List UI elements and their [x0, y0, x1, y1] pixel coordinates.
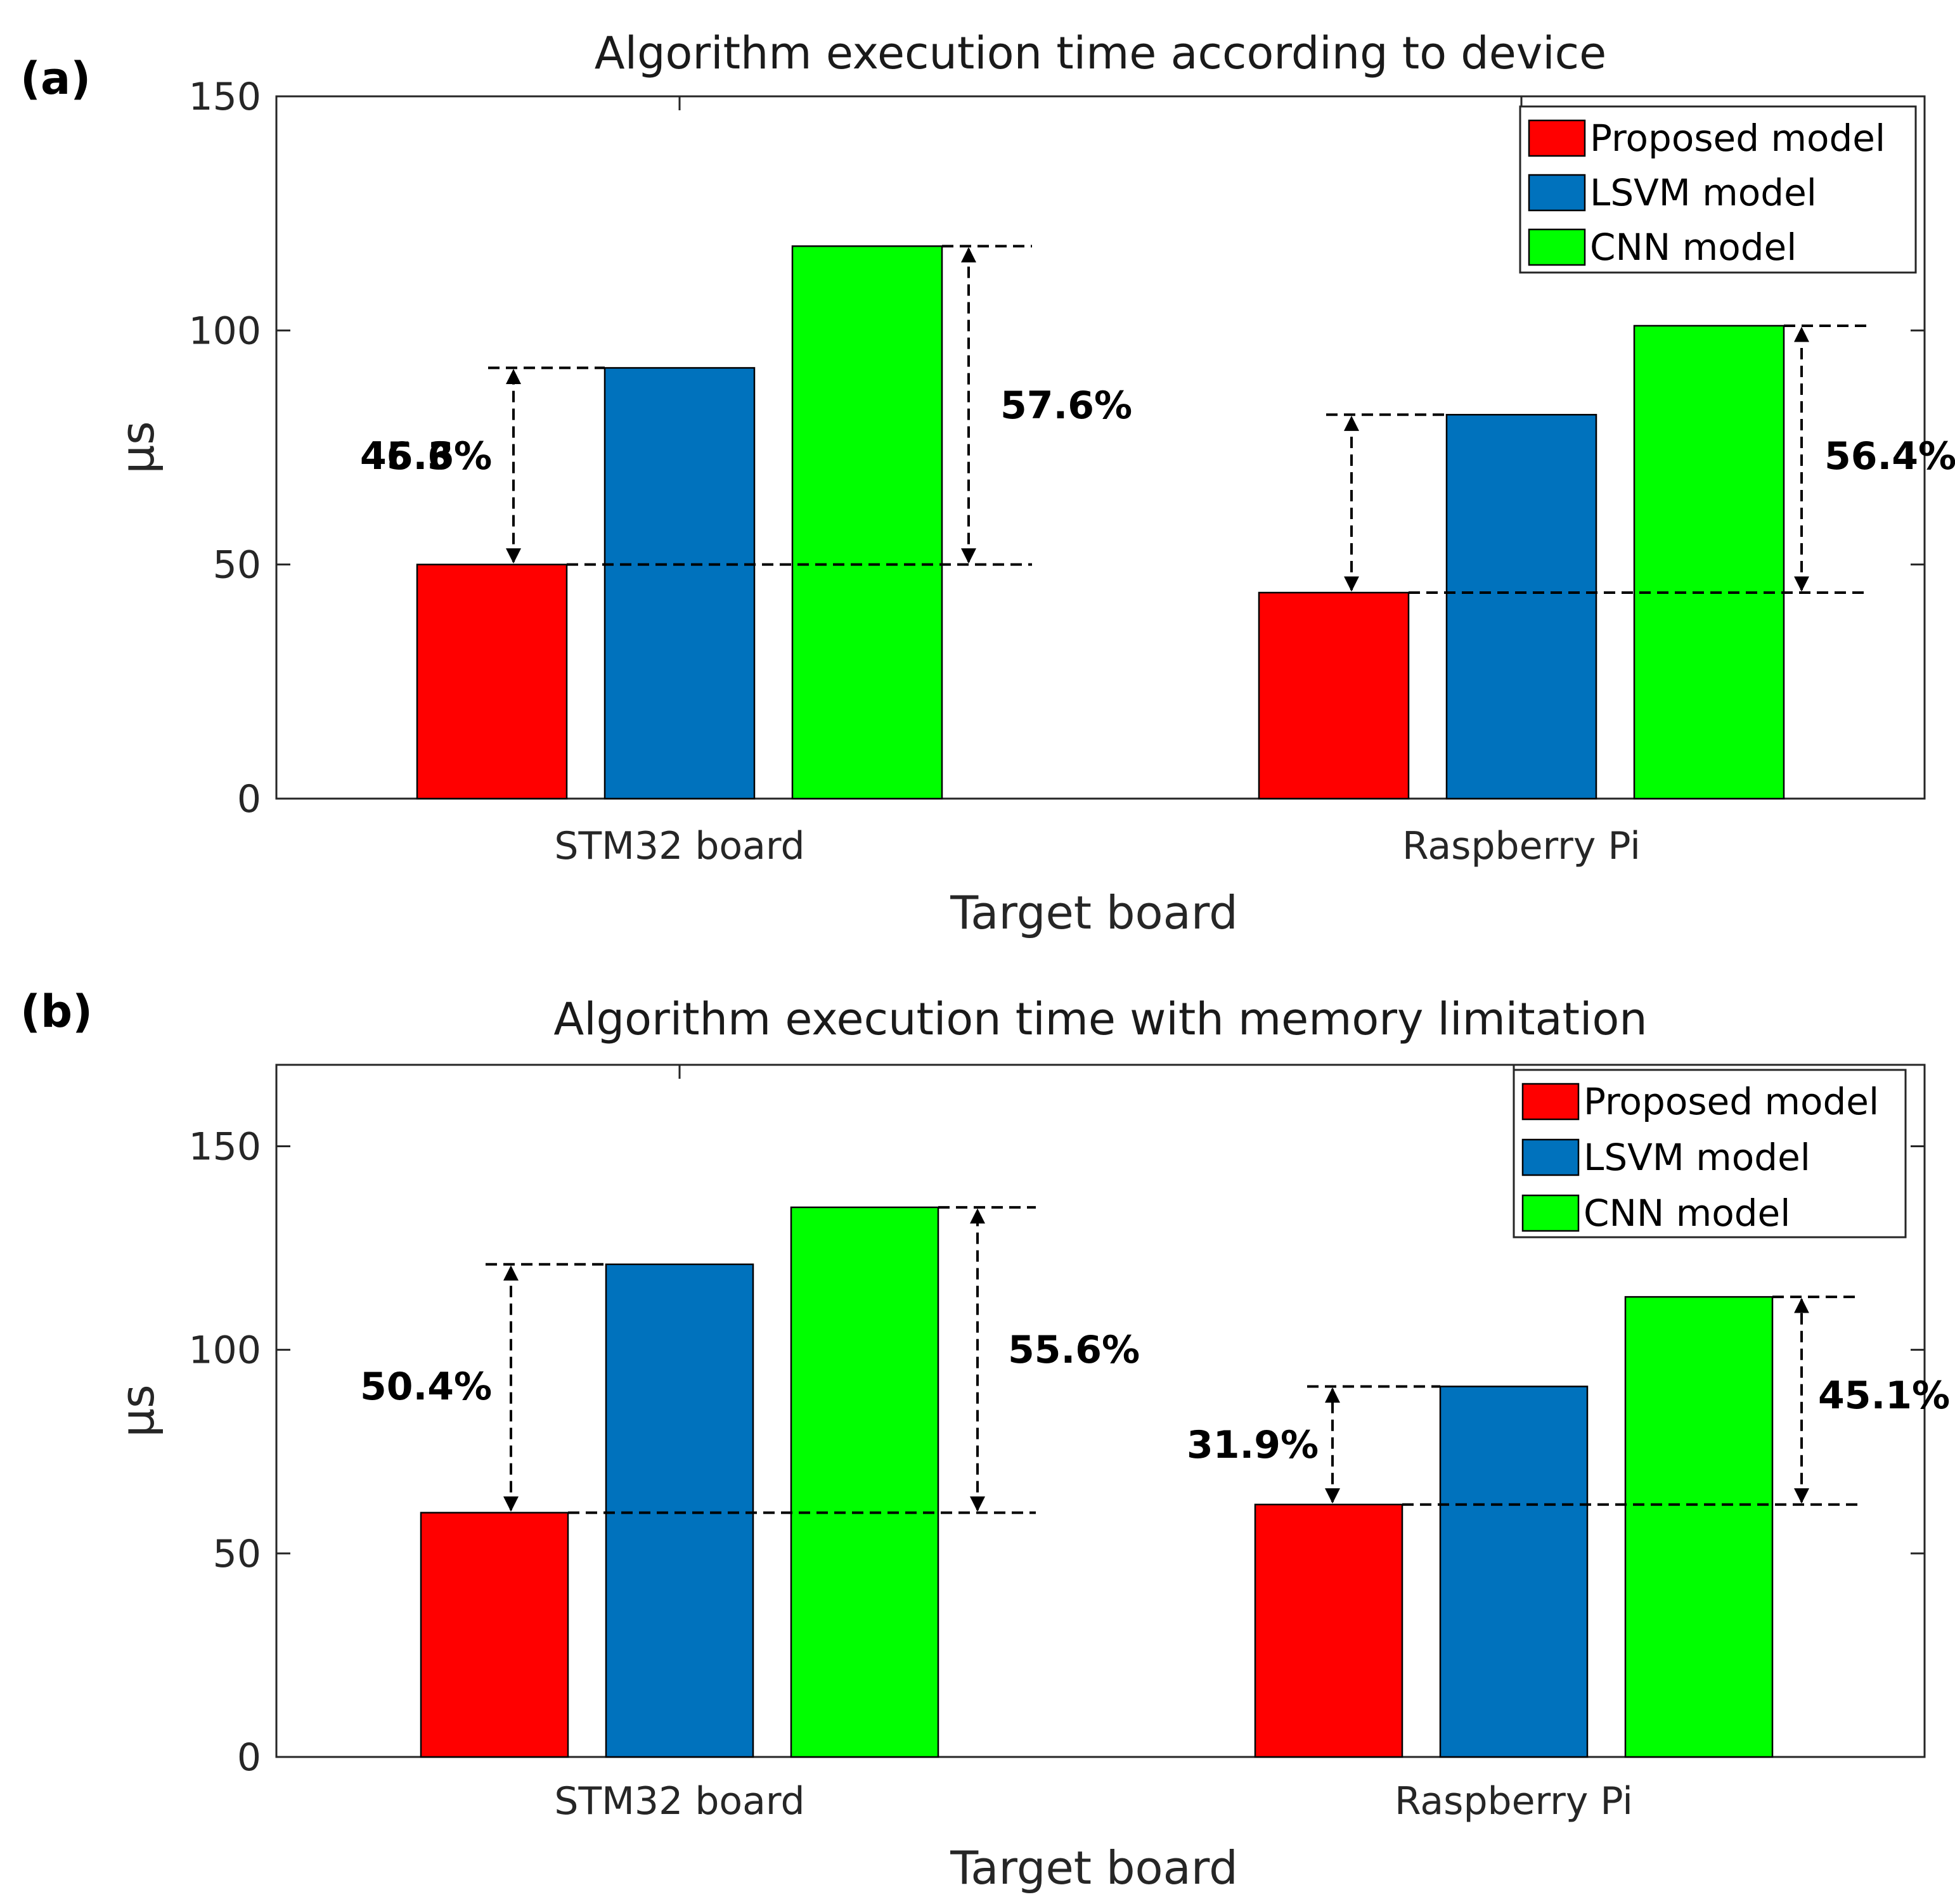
y-tick-label: 50	[213, 1532, 261, 1576]
legend-swatch	[1521, 1138, 1580, 1176]
x-tick-label: Raspberry Pi	[1395, 1779, 1633, 1824]
y-tick-label: 100	[188, 309, 261, 353]
legend-entry: LSVM model	[1584, 1136, 1810, 1179]
y-tick-label: 0	[237, 1735, 261, 1780]
x-tick-label: STM32 board	[554, 824, 804, 868]
legend-entry: CNN model	[1584, 1192, 1790, 1235]
legend-swatch	[1528, 174, 1586, 212]
chart-panel-b: (b) Algorithm execution time with memory …	[20, 986, 1950, 1894]
legend-entry: LSVM model	[1590, 171, 1817, 214]
plot-area-frame	[275, 1064, 1926, 1758]
bar-lsvm-model-raspberry-pi	[1445, 414, 1597, 800]
x-tick-label: STM32 board	[554, 1779, 804, 1824]
bar-lsvm-model-stm32-board	[605, 1263, 754, 1758]
chart-panel-a: (a) Algorithm execution time according to…	[20, 27, 1955, 939]
percent-annotation: 45.1%	[1818, 1373, 1950, 1418]
legend-swatch	[1521, 1083, 1580, 1121]
y-tick-label: 100	[188, 1328, 261, 1373]
bar-proposed-model-raspberry-pi	[1258, 591, 1410, 800]
legend: Proposed model LSVM model CNN model	[1519, 105, 1917, 274]
bar-cnn-model-stm32-board	[790, 1206, 939, 1758]
bar-proposed-model-stm32-board	[416, 563, 568, 800]
legend-entry: Proposed model	[1590, 117, 1885, 160]
percent-annotation: 46.3%	[360, 434, 492, 479]
x-axis-label: Target board	[950, 886, 1238, 939]
bar-cnn-model-raspberry-pi	[1624, 1296, 1774, 1758]
percent-annotation: 50.4%	[360, 1365, 492, 1409]
legend-entry: CNN model	[1590, 226, 1797, 269]
x-tick-label: Raspberry Pi	[1402, 824, 1641, 868]
legend-swatch	[1521, 1194, 1580, 1232]
y-tick-label: 50	[213, 543, 261, 588]
percent-annotation: 57.6%	[1000, 383, 1132, 428]
plot-area-frame	[275, 95, 1926, 800]
y-axis-label: μs	[111, 1384, 164, 1437]
bar-cnn-model-stm32-board	[791, 245, 943, 800]
y-tick-label: 0	[237, 777, 261, 821]
bar-lsvm-model-raspberry-pi	[1439, 1386, 1589, 1758]
legend-swatch	[1528, 119, 1586, 157]
legend-frame	[1519, 105, 1917, 274]
percent-annotation: 31.9%	[1187, 1423, 1319, 1467]
y-tick-label: 150	[188, 1124, 261, 1169]
percent-annotation: 45.6%	[360, 434, 492, 479]
legend-entry: Proposed model	[1584, 1080, 1879, 1123]
legend-swatch	[1528, 228, 1586, 266]
chart-title: Algorithm execution time with memory lim…	[553, 993, 1647, 1045]
panel-label: (b)	[20, 986, 93, 1038]
percent-annotation: 56.4%	[1824, 434, 1955, 479]
x-axis-label: Target board	[950, 1841, 1238, 1894]
bar-proposed-model-stm32-board	[420, 1512, 569, 1758]
chart-title: Algorithm execution time according to de…	[595, 27, 1606, 79]
legend: Proposed model LSVM model CNN model	[1513, 1069, 1907, 1238]
y-tick-label: 150	[188, 75, 261, 119]
bar-cnn-model-raspberry-pi	[1633, 325, 1785, 800]
panel-label: (a)	[20, 53, 91, 105]
y-axis-label: μs	[111, 421, 164, 473]
percent-annotation: 55.6%	[1008, 1328, 1140, 1372]
bar-lsvm-model-stm32-board	[603, 367, 756, 800]
bar-proposed-model-raspberry-pi	[1254, 1503, 1403, 1758]
